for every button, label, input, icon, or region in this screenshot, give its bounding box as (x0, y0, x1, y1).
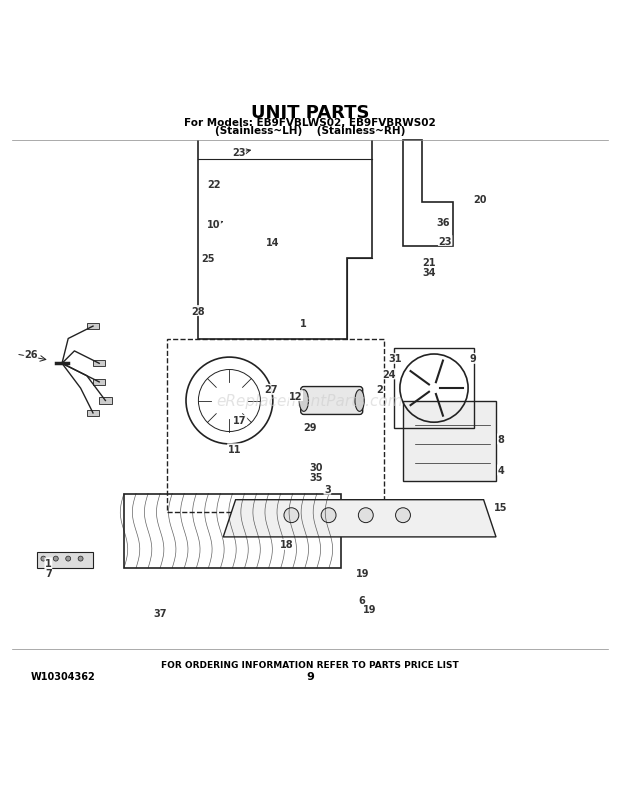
Text: 23: 23 (232, 148, 246, 158)
Circle shape (41, 557, 46, 561)
Text: For Models: EB9FVBLWS02, EB9FVBRWS02: For Models: EB9FVBLWS02, EB9FVBRWS02 (184, 117, 436, 128)
Bar (394, 348, 474, 429)
Text: 14: 14 (266, 238, 280, 248)
Bar (37, 553, 93, 568)
Bar (93, 361, 105, 367)
Circle shape (53, 557, 58, 561)
Text: 11: 11 (228, 444, 241, 454)
Text: 9: 9 (469, 354, 476, 364)
Text: 26: 26 (24, 350, 38, 359)
Text: 15: 15 (494, 503, 508, 512)
Circle shape (78, 557, 83, 561)
Ellipse shape (299, 390, 309, 412)
Ellipse shape (355, 390, 365, 412)
Text: 35: 35 (309, 472, 323, 482)
Text: 25: 25 (201, 253, 215, 264)
Text: 9: 9 (306, 671, 314, 682)
Circle shape (66, 557, 71, 561)
Bar (87, 323, 99, 330)
Circle shape (396, 508, 410, 523)
Text: 6: 6 (358, 595, 365, 606)
Bar (93, 379, 105, 386)
Text: 37: 37 (153, 608, 167, 618)
Text: 28: 28 (192, 306, 205, 316)
Text: 20: 20 (474, 195, 487, 205)
Text: 34: 34 (422, 268, 436, 277)
Text: 12: 12 (289, 391, 303, 401)
Text: 31: 31 (389, 354, 402, 364)
Text: 23: 23 (438, 237, 452, 246)
Text: 36: 36 (436, 217, 450, 228)
Bar (403, 401, 496, 481)
Text: W10304362: W10304362 (31, 671, 95, 682)
Text: (Stainless~LH)    (Stainless~RH): (Stainless~LH) (Stainless~RH) (215, 125, 405, 136)
Circle shape (358, 508, 373, 523)
Text: 1: 1 (301, 318, 307, 329)
Bar (167, 339, 384, 512)
Text: 1: 1 (45, 558, 51, 569)
Text: 27: 27 (264, 385, 278, 395)
Text: 21: 21 (422, 258, 436, 268)
Text: 7: 7 (45, 568, 51, 578)
Text: 19: 19 (363, 605, 376, 614)
FancyBboxPatch shape (301, 387, 363, 415)
Text: UNIT PARTS: UNIT PARTS (250, 104, 370, 122)
Text: 8: 8 (497, 435, 505, 444)
Text: 3: 3 (324, 484, 330, 495)
Polygon shape (223, 500, 496, 537)
Text: 17: 17 (233, 415, 247, 426)
Text: 2: 2 (376, 385, 383, 395)
Text: eReplacementParts.com: eReplacementParts.com (216, 394, 404, 408)
Text: FOR ORDERING INFORMATION REFER TO PARTS PRICE LIST: FOR ORDERING INFORMATION REFER TO PARTS … (161, 660, 459, 669)
Text: 24: 24 (383, 370, 396, 379)
Circle shape (321, 508, 336, 523)
Text: 22: 22 (207, 180, 221, 189)
Text: 18: 18 (280, 540, 293, 549)
Circle shape (284, 508, 299, 523)
Text: 19: 19 (356, 568, 370, 578)
Bar (99, 398, 112, 404)
Text: 30: 30 (309, 463, 323, 473)
Text: 29: 29 (303, 422, 317, 432)
Bar (87, 411, 99, 416)
Text: 4: 4 (498, 465, 504, 476)
Text: 10: 10 (207, 220, 221, 229)
